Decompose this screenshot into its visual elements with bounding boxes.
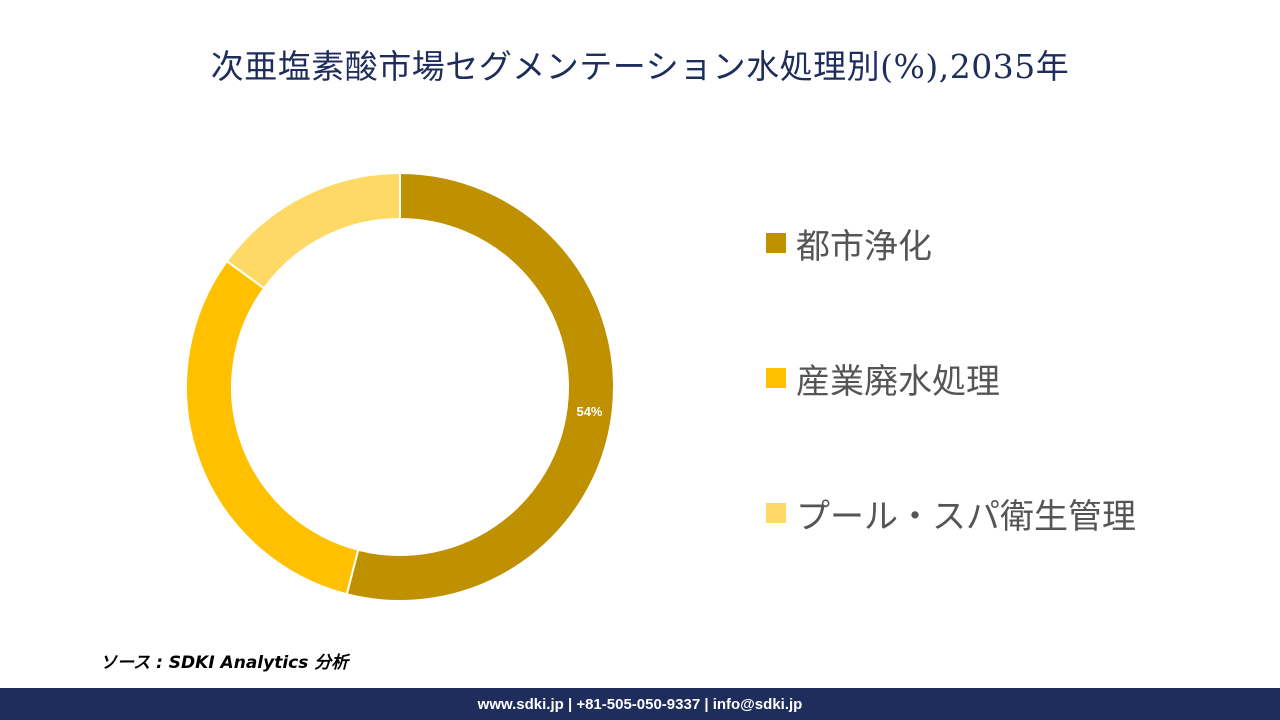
source-note: ソース : SDKI Analytics 分析 <box>100 653 349 673</box>
legend-item-1: 都市浄化 <box>766 215 1246 271</box>
footer-bar: www.sdki.jp | +81-505-050-9337 | info@sd… <box>0 688 1280 720</box>
footer-contact: www.sdki.jp | +81-505-050-9337 | info@sd… <box>477 695 803 713</box>
donut-slice-3 <box>225 171 401 290</box>
legend-item-3: プール・スパ衛生管理 <box>766 485 1246 541</box>
legend-item-2: 産業廃水処理 <box>766 350 1246 406</box>
donut-slice-1 <box>345 171 615 602</box>
legend-swatch-2 <box>766 368 786 388</box>
legend-label-2: 産業廃水処理 <box>796 361 1000 402</box>
chart-title: 次亜塩素酸市場セグメンテーション水処理別(%),2035年 <box>210 47 1070 86</box>
donut-data-label-1: 54% <box>576 404 602 419</box>
legend-label-1: 都市浄化 <box>796 226 932 267</box>
donut-slice-2 <box>185 259 360 596</box>
legend-swatch-1 <box>766 233 786 253</box>
chart-legend: 都市浄化産業廃水処理プール・スパ衛生管理 <box>766 215 1246 620</box>
legend-swatch-3 <box>766 503 786 523</box>
donut-chart-svg: 54% <box>185 171 615 602</box>
legend-label-3: プール・スパ衛生管理 <box>796 496 1136 537</box>
donut-chart: 54% <box>170 160 630 620</box>
